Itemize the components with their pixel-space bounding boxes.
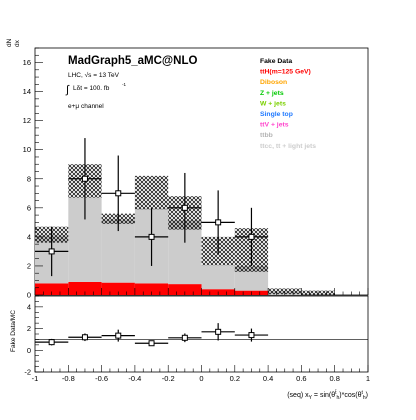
main-ytick-label: 8 bbox=[27, 174, 31, 183]
energy-annotation: LHC, √s = 13 TeV bbox=[68, 71, 120, 79]
main-ytick-label: 16 bbox=[23, 58, 31, 67]
data-point-4 bbox=[168, 172, 202, 243]
ratio-ylabel: Fake Data/MC bbox=[10, 310, 17, 352]
ratio-point-1 bbox=[68, 333, 102, 342]
x-axis-label: (seq) xY = sin(θt̄h)*cos(θth) bbox=[287, 389, 368, 401]
main-ytick-label: 6 bbox=[27, 203, 31, 212]
main-ytick-label: 12 bbox=[23, 116, 31, 125]
svg-text:(seq) xY = sin(θt̄h)*cos(θth): (seq) xY = sin(θt̄h)*cos(θth) bbox=[287, 389, 368, 401]
data-point-marker-3 bbox=[148, 233, 155, 240]
ratio-ytick-label: 4 bbox=[27, 302, 31, 311]
ratio-point-3 bbox=[134, 340, 169, 347]
lumi-annotation: Lδt = 100. fb bbox=[73, 85, 110, 92]
ratio-xtick-label: 0.4 bbox=[263, 374, 273, 383]
ratio-point-marker-3 bbox=[148, 340, 155, 347]
xlabel-rest2: )*cos(θ bbox=[339, 392, 361, 399]
bar-0-0 bbox=[35, 283, 69, 295]
ratio-point-6 bbox=[234, 328, 269, 342]
data-point-marker-6 bbox=[248, 233, 255, 240]
ratio-point-marker-6 bbox=[248, 332, 255, 339]
lumi-exponent: -1 bbox=[122, 82, 126, 87]
ratio-point-4 bbox=[168, 333, 202, 343]
legend-entry-4: W + jets bbox=[260, 100, 286, 107]
ratio-ytick-label: -2 bbox=[24, 368, 31, 377]
data-point-2 bbox=[101, 155, 135, 232]
ratio-y-axis: -2 0 2 4 bbox=[24, 295, 43, 377]
ratio-ytick-label: 0 bbox=[27, 346, 31, 355]
data-points bbox=[35, 138, 269, 277]
data-point-0 bbox=[35, 226, 69, 277]
ratio-points bbox=[35, 323, 269, 347]
channel-annotation: e+μ channel bbox=[68, 103, 104, 110]
legend-entry-7: ttbb bbox=[260, 132, 273, 139]
data-point-marker-0 bbox=[48, 248, 55, 255]
bar-0-4 bbox=[168, 284, 202, 295]
legend: Fake Data ttH(m=125 GeV) Diboson Z + jets W … bbox=[260, 58, 316, 150]
main-ylabel-bottom: dx bbox=[14, 39, 21, 47]
ratio-xtick-label: -1 bbox=[32, 374, 39, 383]
data-point-1 bbox=[68, 138, 102, 220]
ratio-xtick-label: 1 bbox=[366, 374, 370, 383]
ratio-ytick-label: 2 bbox=[27, 324, 31, 333]
legend-entry-0: Fake Data bbox=[260, 58, 292, 65]
ratio-point-marker-4 bbox=[181, 334, 188, 341]
data-point-5 bbox=[201, 190, 235, 255]
legend-entry-1: ttH(m=125 GeV) bbox=[260, 69, 311, 76]
ratio-point-marker-1 bbox=[81, 334, 88, 341]
main-ytick-label: 2 bbox=[27, 261, 31, 270]
legend-entry-2: Diboson bbox=[260, 79, 287, 86]
main-x-axis bbox=[34, 288, 369, 295]
ratio-xtick-label: -0.4 bbox=[128, 374, 141, 383]
main-ytick-label: 4 bbox=[27, 232, 31, 241]
uncertainty-bin-3 bbox=[134, 175, 169, 210]
ratio-point-0 bbox=[35, 338, 69, 346]
uncertainty-bin-7 bbox=[268, 288, 302, 295]
ratio-xtick-label: 0 bbox=[199, 374, 203, 383]
ratio-xtick-label: 0.8 bbox=[329, 374, 339, 383]
data-point-marker-4 bbox=[181, 204, 188, 211]
lumi-integral: ∫ bbox=[65, 84, 70, 96]
ratio-xtick-label: -0.8 bbox=[62, 374, 75, 383]
chart-title: MadGraph5_aMC@NLO bbox=[68, 55, 197, 67]
ratio-point-marker-2 bbox=[115, 332, 122, 339]
ratio-x-axis: -1 -0.8 -0.6 -0.4 -0.2 0 0.2 0.4 0.6 0.8 1 bbox=[32, 365, 370, 383]
data-point-marker-2 bbox=[115, 190, 122, 197]
ratio-point-2 bbox=[101, 329, 135, 342]
xlabel-end: ) bbox=[366, 392, 368, 399]
xlabel-sub2: h bbox=[363, 395, 366, 401]
data-point-marker-1 bbox=[81, 175, 88, 182]
main-ytick-label: 10 bbox=[23, 145, 31, 154]
data-point-marker-5 bbox=[215, 219, 222, 226]
xlabel-sub1: h bbox=[337, 395, 340, 401]
xlabel-sup1: t̄ bbox=[335, 389, 337, 396]
data-point-6 bbox=[234, 207, 269, 266]
ratio-point-5 bbox=[201, 323, 235, 341]
legend-entry-3: Z + jets bbox=[260, 90, 284, 97]
ratio-point-marker-5 bbox=[215, 328, 222, 335]
xlabel-sub: Y bbox=[309, 395, 313, 401]
xlabel-main: (seq) x bbox=[287, 392, 309, 399]
legend-entry-8: ttcc, tt + light jets bbox=[260, 143, 316, 150]
ratio-xtick-label: -0.2 bbox=[162, 374, 175, 383]
main-ylabel-top: dN bbox=[6, 38, 13, 47]
bar-7-5 bbox=[201, 265, 235, 290]
ratio-xtick-label: 0.6 bbox=[296, 374, 306, 383]
legend-entry-6: ttV + jets bbox=[260, 122, 289, 129]
main-y-axis: 0 2 4 6 8 10 12 14 16 bbox=[23, 47, 43, 300]
bar-0-3 bbox=[134, 283, 169, 295]
xlabel-rest: = sin(θ bbox=[312, 392, 335, 399]
ratio-xtick-label: 0.2 bbox=[230, 374, 240, 383]
ratio-point-marker-0 bbox=[48, 339, 55, 346]
ratio-xtick-label: -0.6 bbox=[95, 374, 108, 383]
main-ytick-label: 0 bbox=[27, 291, 31, 300]
legend-entry-5: Single top bbox=[260, 111, 293, 118]
data-point-3 bbox=[134, 207, 169, 266]
xlabel-sup2: t bbox=[361, 390, 363, 396]
main-ytick-label: 14 bbox=[23, 87, 31, 96]
